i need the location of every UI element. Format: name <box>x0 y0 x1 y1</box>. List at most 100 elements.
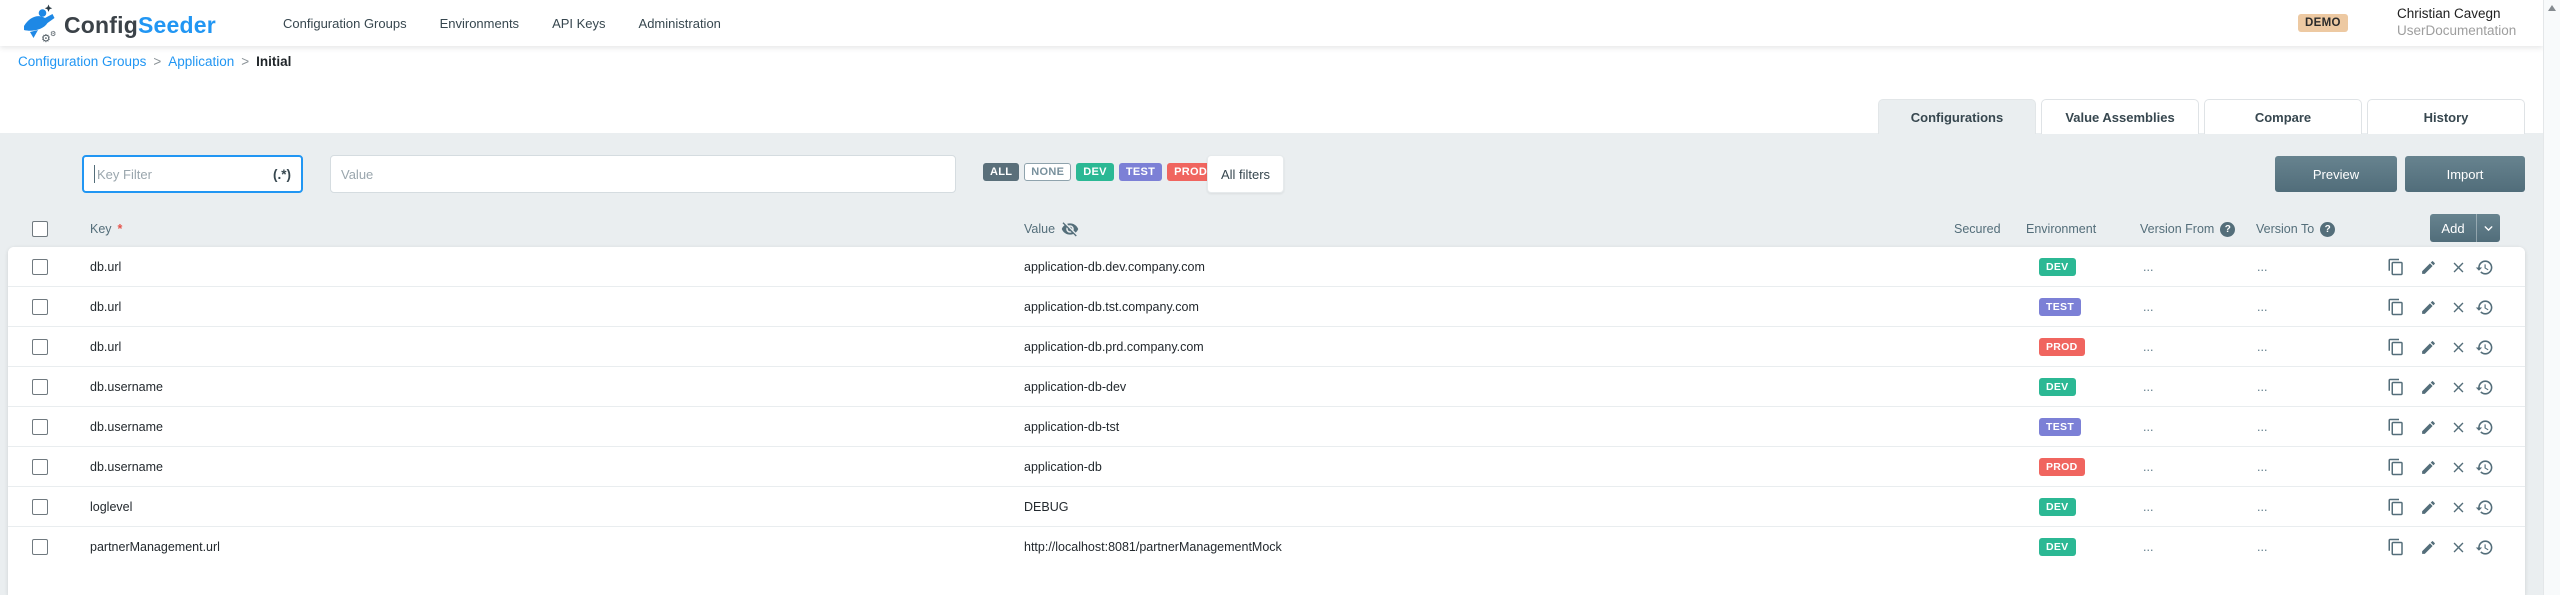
history-icon[interactable] <box>2474 377 2494 397</box>
delete-icon[interactable] <box>2448 337 2468 357</box>
all-filters-button[interactable]: All filters <box>1207 155 1284 193</box>
row-checkbox[interactable] <box>32 259 48 275</box>
row-checkbox[interactable] <box>32 379 48 395</box>
add-button[interactable]: Add <box>2430 214 2500 242</box>
regex-toggle[interactable]: (.*) <box>273 166 291 182</box>
row-version-to: ... <box>2257 380 2268 394</box>
chevron-down-icon[interactable] <box>2476 214 2500 242</box>
row-version-from: ... <box>2143 420 2154 434</box>
user-tenant: UserDocumentation <box>2397 23 2517 38</box>
row-version-from: ... <box>2143 460 2154 474</box>
row-checkbox[interactable] <box>32 539 48 555</box>
row-checkbox[interactable] <box>32 499 48 515</box>
edit-icon[interactable] <box>2418 537 2438 557</box>
tab-configurations[interactable]: Configurations <box>1878 99 2036 134</box>
scroll-up-icon[interactable] <box>2548 5 2556 11</box>
nav-environments[interactable]: Environments <box>439 15 520 31</box>
nav-configuration-groups[interactable]: Configuration Groups <box>283 15 407 31</box>
configurations-table: db.url application-db.dev.company.com DE… <box>8 247 2525 595</box>
delete-icon[interactable] <box>2448 457 2468 477</box>
history-icon[interactable] <box>2474 497 2494 517</box>
environment-filter-group: ALL NONE DEV TEST PROD <box>983 163 1215 181</box>
select-all-checkbox[interactable] <box>32 221 48 237</box>
history-icon[interactable] <box>2474 537 2494 557</box>
delete-icon[interactable] <box>2448 297 2468 317</box>
breadcrumb-application[interactable]: Application <box>168 53 235 69</box>
edit-icon[interactable] <box>2418 457 2438 477</box>
row-value: application-db.tst.company.com <box>1024 300 1199 314</box>
copy-icon[interactable] <box>2386 377 2406 397</box>
value-filter-input[interactable]: Value <box>330 155 956 193</box>
row-checkbox[interactable] <box>32 459 48 475</box>
edit-icon[interactable] <box>2418 257 2438 277</box>
copy-icon[interactable] <box>2386 497 2406 517</box>
breadcrumb-configuration-groups[interactable]: Configuration Groups <box>18 53 147 69</box>
nav-administration[interactable]: Administration <box>638 15 721 31</box>
nav-api-keys[interactable]: API Keys <box>552 15 606 31</box>
delete-icon[interactable] <box>2448 257 2468 277</box>
user-menu[interactable]: Christian Cavegn UserDocumentation <box>2397 5 2516 39</box>
required-indicator: * <box>117 222 123 236</box>
copy-icon[interactable] <box>2386 257 2406 277</box>
svg-text:⚙: ⚙ <box>50 30 56 38</box>
help-icon[interactable]: ? <box>2220 221 2236 237</box>
preview-button[interactable]: Preview <box>2275 156 2397 192</box>
tab-bar: Configurations Value Assemblies Compare … <box>1878 99 2525 134</box>
row-version-to: ... <box>2257 300 2268 314</box>
row-value: DEBUG <box>1024 500 1069 514</box>
row-checkbox[interactable] <box>32 339 48 355</box>
edit-icon[interactable] <box>2418 497 2438 517</box>
env-filter-prod[interactable]: PROD <box>1167 163 1215 181</box>
brand[interactable]: ⚙ ⚙ ConfigSeeder <box>22 3 216 48</box>
env-filter-test[interactable]: TEST <box>1118 163 1163 181</box>
tab-value-assemblies[interactable]: Value Assemblies <box>2041 99 2199 134</box>
environment-badge: PROD <box>2039 458 2085 476</box>
edit-icon[interactable] <box>2418 377 2438 397</box>
env-filter-all[interactable]: ALL <box>983 163 1020 181</box>
import-button[interactable]: Import <box>2405 156 2525 192</box>
delete-icon[interactable] <box>2448 417 2468 437</box>
edit-icon[interactable] <box>2418 297 2438 317</box>
copy-icon[interactable] <box>2386 537 2406 557</box>
copy-icon[interactable] <box>2386 297 2406 317</box>
row-value: http://localhost:8081/partnerManagementM… <box>1024 540 1282 554</box>
copy-icon[interactable] <box>2386 417 2406 437</box>
row-version-from: ... <box>2143 500 2154 514</box>
edit-icon[interactable] <box>2418 417 2438 437</box>
add-button-label: Add <box>2441 220 2465 236</box>
table-row: partnerManagement.url http://localhost:8… <box>8 527 2525 567</box>
delete-icon[interactable] <box>2448 537 2468 557</box>
row-checkbox[interactable] <box>32 299 48 315</box>
env-filter-dev[interactable]: DEV <box>1076 163 1114 181</box>
row-key: db.username <box>90 420 163 434</box>
svg-text:⚙: ⚙ <box>41 33 51 43</box>
environment-badge: DEV <box>2039 538 2076 556</box>
row-version-to: ... <box>2257 260 2268 274</box>
edit-icon[interactable] <box>2418 337 2438 357</box>
row-checkbox[interactable] <box>32 419 48 435</box>
breadcrumb-current: Initial <box>256 53 292 69</box>
row-version-from: ... <box>2143 260 2154 274</box>
row-key: db.username <box>90 460 163 474</box>
row-key: db.url <box>90 300 122 314</box>
environment-badge: PROD <box>2039 338 2085 356</box>
copy-icon[interactable] <box>2386 337 2406 357</box>
history-icon[interactable] <box>2474 297 2494 317</box>
delete-icon[interactable] <box>2448 377 2468 397</box>
scrollbar[interactable] <box>2543 0 2560 595</box>
history-icon[interactable] <box>2474 457 2494 477</box>
tab-history[interactable]: History <box>2367 99 2525 134</box>
env-filter-none[interactable]: NONE <box>1024 163 1072 181</box>
delete-icon[interactable] <box>2448 497 2468 517</box>
key-filter-input[interactable]: Key Filter (.*) <box>82 155 303 193</box>
tab-compare[interactable]: Compare <box>2204 99 2362 134</box>
history-icon[interactable] <box>2474 337 2494 357</box>
history-icon[interactable] <box>2474 257 2494 277</box>
table-row: loglevel DEBUG DEV ... ... <box>8 487 2525 527</box>
history-icon[interactable] <box>2474 417 2494 437</box>
hide-values-icon[interactable] <box>1061 220 1079 238</box>
help-icon[interactable]: ? <box>2320 221 2336 237</box>
copy-icon[interactable] <box>2386 457 2406 477</box>
user-name: Christian Cavegn <box>2397 6 2501 21</box>
row-version-from: ... <box>2143 340 2154 354</box>
